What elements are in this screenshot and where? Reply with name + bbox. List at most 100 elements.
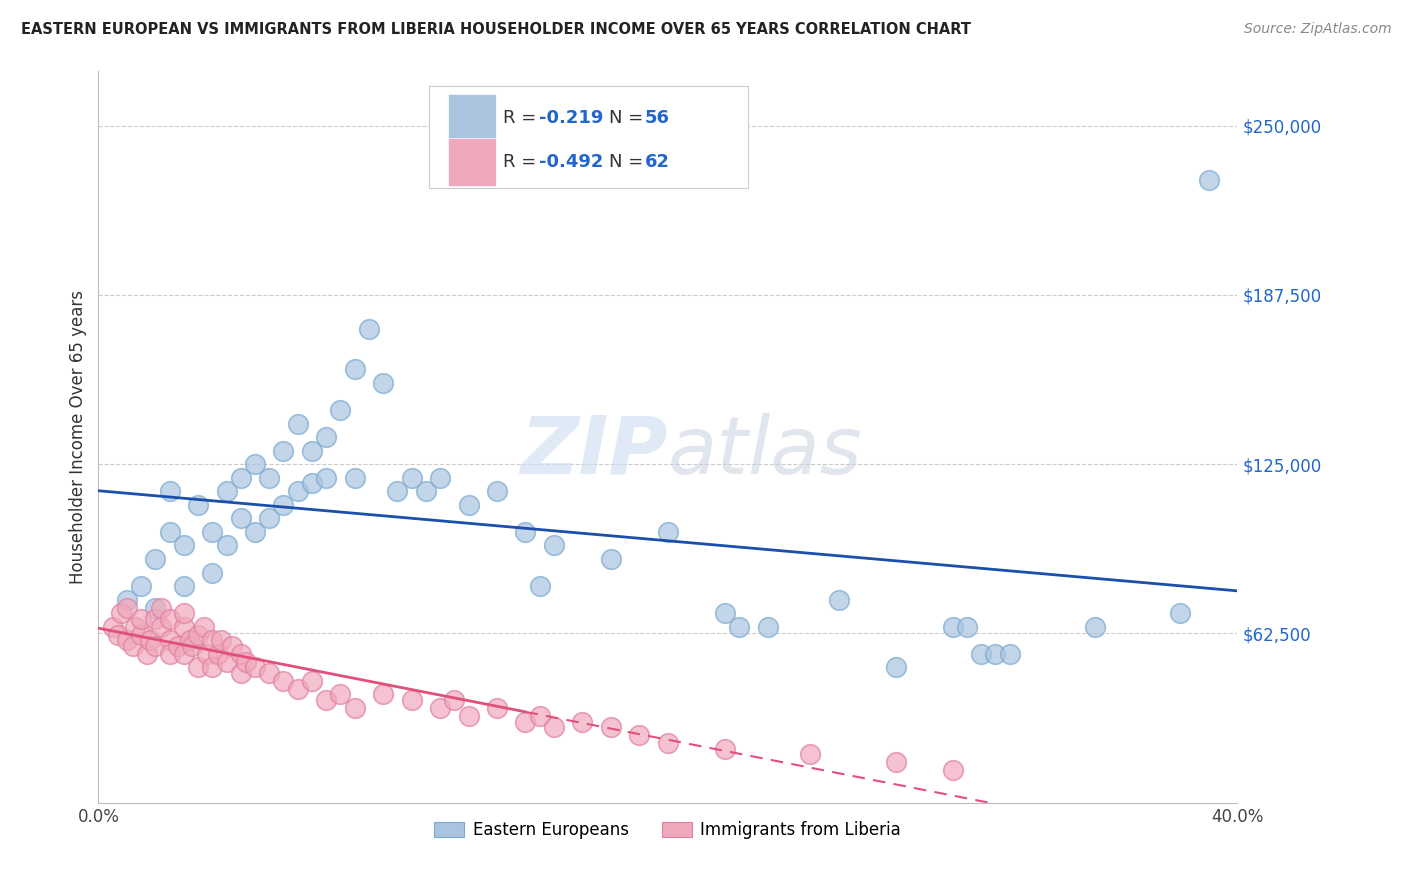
Point <box>201 566 224 580</box>
Point <box>657 736 679 750</box>
Point <box>714 741 737 756</box>
FancyBboxPatch shape <box>449 138 496 186</box>
Point <box>343 362 366 376</box>
Point <box>756 620 779 634</box>
Point <box>415 484 437 499</box>
Point <box>287 681 309 696</box>
Point <box>970 647 993 661</box>
Point <box>181 639 204 653</box>
Point <box>215 655 238 669</box>
Point <box>187 628 209 642</box>
Point <box>714 606 737 620</box>
Point <box>129 611 152 625</box>
Point <box>187 660 209 674</box>
Point <box>129 628 152 642</box>
Point <box>543 720 565 734</box>
Point <box>600 552 623 566</box>
Point <box>145 552 167 566</box>
Point <box>215 538 238 552</box>
Point <box>443 693 465 707</box>
Point <box>167 639 190 653</box>
Point <box>259 471 281 485</box>
Point <box>984 647 1007 661</box>
Point <box>273 498 295 512</box>
Point <box>956 620 979 634</box>
Point <box>173 606 195 620</box>
Point <box>115 592 138 607</box>
Point <box>529 579 551 593</box>
Point <box>1170 606 1192 620</box>
Point <box>159 647 181 661</box>
Point <box>107 628 129 642</box>
Point <box>229 471 252 485</box>
Point <box>159 611 181 625</box>
Point <box>229 647 252 661</box>
Legend: Eastern Europeans, Immigrants from Liberia: Eastern Europeans, Immigrants from Liber… <box>427 814 908 846</box>
Point <box>315 471 337 485</box>
Point <box>429 701 451 715</box>
Point <box>657 524 679 539</box>
Text: Source: ZipAtlas.com: Source: ZipAtlas.com <box>1244 22 1392 37</box>
Point <box>600 720 623 734</box>
Point <box>201 660 224 674</box>
Point <box>187 498 209 512</box>
Point <box>159 484 181 499</box>
Point <box>373 376 395 390</box>
Point <box>486 484 509 499</box>
Point <box>201 633 224 648</box>
Point <box>209 633 232 648</box>
FancyBboxPatch shape <box>429 86 748 188</box>
Text: R =: R = <box>503 109 541 127</box>
Point <box>515 714 537 729</box>
Text: EASTERN EUROPEAN VS IMMIGRANTS FROM LIBERIA HOUSEHOLDER INCOME OVER 65 YEARS COR: EASTERN EUROPEAN VS IMMIGRANTS FROM LIBE… <box>21 22 972 37</box>
Point <box>101 620 124 634</box>
Point <box>229 511 252 525</box>
Point <box>135 647 157 661</box>
Y-axis label: Householder Income Over 65 years: Householder Income Over 65 years <box>69 290 87 584</box>
Point <box>243 524 266 539</box>
FancyBboxPatch shape <box>449 95 496 142</box>
Point <box>343 471 366 485</box>
Point <box>243 457 266 471</box>
Point <box>235 655 257 669</box>
Point <box>193 620 215 634</box>
Point <box>145 611 167 625</box>
Point <box>387 484 409 499</box>
Point <box>628 728 651 742</box>
Point <box>401 471 423 485</box>
Point <box>515 524 537 539</box>
Point <box>159 633 181 648</box>
Point <box>301 476 323 491</box>
Point <box>998 647 1021 661</box>
Point <box>173 579 195 593</box>
Point <box>173 538 195 552</box>
Point <box>273 443 295 458</box>
Point <box>301 673 323 688</box>
Point <box>942 764 965 778</box>
Point <box>457 498 479 512</box>
Point <box>884 755 907 769</box>
Point <box>287 484 309 499</box>
Point <box>828 592 851 607</box>
Point <box>243 660 266 674</box>
Point <box>229 665 252 680</box>
Point <box>571 714 593 729</box>
Point <box>124 620 146 634</box>
Point <box>150 600 173 615</box>
Point <box>129 579 152 593</box>
Point <box>221 639 243 653</box>
Point <box>179 633 201 648</box>
Point <box>315 430 337 444</box>
Point <box>1084 620 1107 634</box>
Point <box>145 600 167 615</box>
Point <box>301 443 323 458</box>
Point <box>1198 172 1220 186</box>
Point <box>201 524 224 539</box>
Point <box>315 693 337 707</box>
Point <box>115 600 138 615</box>
Text: 62: 62 <box>645 153 671 170</box>
Point <box>457 709 479 723</box>
Text: N =: N = <box>609 153 648 170</box>
Point <box>728 620 751 634</box>
Point <box>159 524 181 539</box>
